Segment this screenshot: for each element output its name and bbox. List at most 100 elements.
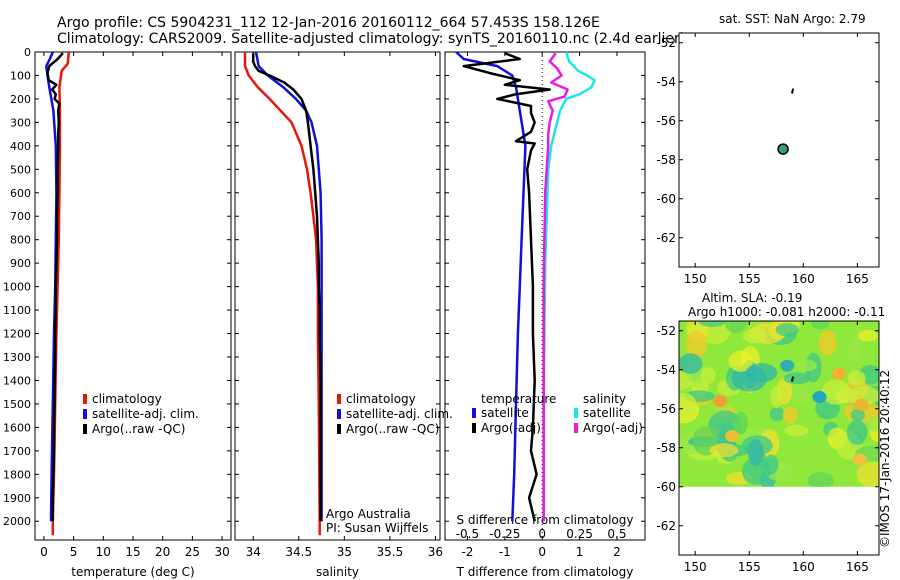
sla-field-blob xyxy=(701,367,716,384)
sla-field-blob xyxy=(769,406,785,422)
salinity-tick-label: 0.25 xyxy=(566,527,593,541)
sla-field-blob xyxy=(857,330,878,342)
series-line-argo-adj- xyxy=(462,52,551,522)
depth-tick-label: 900 xyxy=(10,257,31,270)
sla-field-spot xyxy=(725,430,739,442)
series-line-argo-raw-qc- xyxy=(46,52,64,522)
lat-tick-label: -54 xyxy=(656,363,676,377)
lon-tick-label: 160 xyxy=(792,272,815,286)
depth-tick-label: 1100 xyxy=(3,304,31,317)
pi-annotation: PI: Susan Wijffels xyxy=(326,521,428,535)
legend-label-satellite: satellite-adj. clim. xyxy=(92,407,199,421)
legend-label-t-satellite: satellite xyxy=(481,406,529,420)
salinity-tick-label: -0.5 xyxy=(456,527,479,541)
sla-field-blob xyxy=(846,420,868,445)
depth-tick-label: 1800 xyxy=(3,468,31,481)
lat-tick-label: -62 xyxy=(656,519,676,533)
map-frame xyxy=(678,32,880,268)
sla-field-blob xyxy=(847,335,860,363)
depth-tick-label: 1700 xyxy=(3,445,31,458)
series-line-argo-raw-qc- xyxy=(251,53,322,522)
plot-frame xyxy=(234,51,441,541)
x-tick-label: 36 xyxy=(428,545,443,559)
figure-title-line-1: Argo profile: CS 5904231_112 12-Jan-2016… xyxy=(57,15,600,31)
sla-field-blob xyxy=(775,323,799,337)
x-tick-label: 15 xyxy=(125,545,140,559)
float-position-marker xyxy=(777,143,789,155)
lat-tick-label: -52 xyxy=(656,36,676,50)
salinity-tick-label: 0.5 xyxy=(607,527,626,541)
legend-label-satellite: satellite-adj. clim. xyxy=(346,407,453,421)
x-axis-label: T difference from climatology xyxy=(456,565,634,579)
legend-swatch-s-argo xyxy=(574,423,578,433)
sla-field-blob xyxy=(821,379,851,405)
lat-tick-label: -58 xyxy=(656,441,676,455)
depth-tick-label: 300 xyxy=(10,116,31,129)
legend-label-argo: Argo(..raw -QC) xyxy=(92,422,185,436)
sla-field-spot xyxy=(852,453,867,466)
x-tick-label: 34 xyxy=(246,545,261,559)
depth-tick-label: 500 xyxy=(10,163,31,176)
sla-field-blob xyxy=(679,392,697,414)
sla-field-blob xyxy=(856,462,879,487)
x-axis-label: temperature (deg C) xyxy=(71,565,194,579)
legend-label-s-argo: Argo(-adj) xyxy=(583,421,643,435)
sla-field-blob xyxy=(685,330,707,359)
x-tick-label: -2 xyxy=(461,545,473,559)
legend-swatch-argo xyxy=(337,424,341,434)
series-line-satellite xyxy=(455,51,527,522)
depth-tick-label: 1300 xyxy=(3,351,31,364)
depth-tick-label: 1200 xyxy=(3,328,31,341)
sla-field-blob xyxy=(782,406,798,424)
temperature-legend: climatology satellite-adj. clim. Argo(..… xyxy=(83,392,199,436)
legend-label-climatology: climatology xyxy=(92,392,162,406)
sla-field-blob xyxy=(788,383,810,405)
legend-label-s-satellite: satellite xyxy=(583,406,631,420)
lon-tick-label: 155 xyxy=(738,560,761,574)
depth-tick-label: 200 xyxy=(10,93,31,106)
sla-field-spot xyxy=(713,395,728,407)
sla-field-blob xyxy=(679,353,703,374)
difference-profile-panel: -2 -1 0 1 2 T difference from climatology S di… xyxy=(444,51,646,579)
depth-tick-label: 1500 xyxy=(3,398,31,411)
lon-tick-label: 150 xyxy=(684,560,707,574)
salinity-axis-label: S difference from climatology xyxy=(457,513,634,527)
series-line-satellite-adj-clim- xyxy=(45,51,58,522)
lat-tick-label: -62 xyxy=(656,231,676,245)
sla-field-blob xyxy=(742,328,768,344)
sla-field-blob xyxy=(745,363,778,383)
sla-field-blobs xyxy=(679,321,879,487)
depth-tick-label: 400 xyxy=(10,140,31,153)
legend-swatch-s-satellite xyxy=(574,408,578,418)
x-tick-label: 0 xyxy=(40,545,48,559)
sla-field-blob xyxy=(742,457,771,485)
sla-field-spot xyxy=(854,398,869,411)
x-tick-label: 25 xyxy=(185,545,200,559)
sla-field-blob xyxy=(818,330,837,356)
depth-tick-label: 1000 xyxy=(3,281,31,294)
lat-tick-label: -56 xyxy=(656,114,676,128)
x-tick-label: 35 xyxy=(337,545,352,559)
legend-label-t-argo: Argo(-adj) xyxy=(481,421,541,435)
lat-tick-label: -60 xyxy=(656,192,676,206)
sla-field-blob xyxy=(784,424,809,437)
sla-field-spot xyxy=(780,359,795,372)
sla-map-title-1: Altim. SLA: -0.19 xyxy=(702,291,802,305)
x-tick-label: 0 xyxy=(538,545,546,559)
legend-swatch-t-satellite xyxy=(472,408,476,418)
sla-field-blob xyxy=(770,385,783,409)
salinity-profile-panel: 34 34.5 35 35.5 36 salinity xyxy=(234,51,443,579)
sla-field-blob xyxy=(807,472,835,487)
float-track xyxy=(791,376,795,382)
figure-title-line-2: Climatology: CARS2009. Satellite-adjuste… xyxy=(57,31,685,47)
x-tick-label: 35.5 xyxy=(377,545,404,559)
copyright-footer: ©IMOS 17-Jan-2016 20:40:12 xyxy=(878,370,892,548)
depth-tick-label: 100 xyxy=(10,69,31,82)
legend-swatch-climatology xyxy=(83,394,87,404)
salinity-legend: climatology satellite-adj. clim. Argo(..… xyxy=(337,392,453,436)
sla-field-blob xyxy=(709,443,739,458)
sla-field-blob xyxy=(747,439,764,466)
sla-field-spot xyxy=(812,391,827,403)
lon-tick-label: 165 xyxy=(846,272,869,286)
series-line-argo-adj- xyxy=(542,52,569,522)
